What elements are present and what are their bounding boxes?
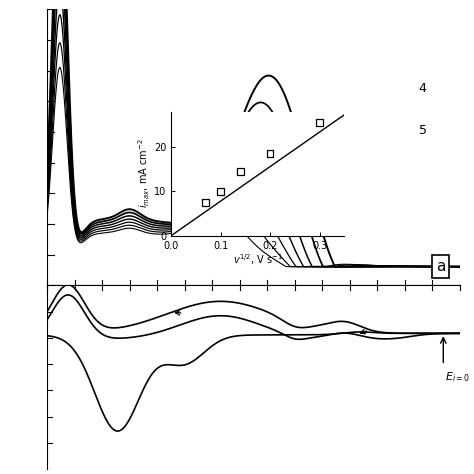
Text: 4: 4: [419, 82, 427, 95]
Text: $E_{i=0}$: $E_{i=0}$: [446, 370, 471, 384]
Text: a: a: [436, 259, 446, 274]
Text: 5: 5: [419, 124, 427, 137]
